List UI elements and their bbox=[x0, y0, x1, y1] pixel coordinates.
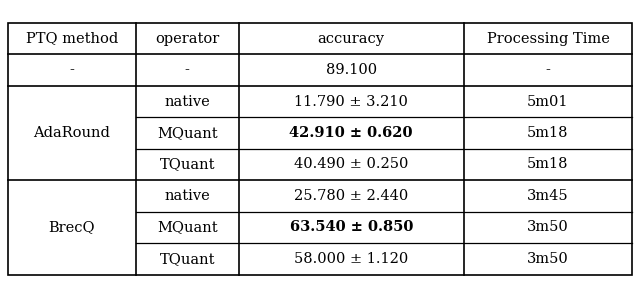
Text: BrecQ: BrecQ bbox=[49, 221, 95, 234]
Text: -: - bbox=[69, 63, 74, 77]
Text: 5m18: 5m18 bbox=[527, 126, 569, 140]
Text: native: native bbox=[164, 189, 210, 203]
Bar bbox=[8, 23, 632, 275]
Text: 40.490 ± 0.250: 40.490 ± 0.250 bbox=[294, 158, 408, 171]
Text: MQuant: MQuant bbox=[157, 221, 218, 234]
Text: MQuant: MQuant bbox=[157, 126, 218, 140]
Text: PTQ method: PTQ method bbox=[26, 32, 118, 45]
Text: 63.540 ± 0.850: 63.540 ± 0.850 bbox=[289, 221, 413, 234]
Text: 42.910 ± 0.620: 42.910 ± 0.620 bbox=[289, 126, 413, 140]
Text: 3m50: 3m50 bbox=[527, 252, 569, 266]
Text: 89.100: 89.100 bbox=[326, 63, 377, 77]
Text: operator: operator bbox=[155, 32, 220, 45]
Text: 3m45: 3m45 bbox=[527, 189, 569, 203]
Text: 58.000 ± 1.120: 58.000 ± 1.120 bbox=[294, 252, 408, 266]
Text: accuracy: accuracy bbox=[317, 32, 385, 45]
Text: AdaRound: AdaRound bbox=[33, 126, 110, 140]
Text: 5m01: 5m01 bbox=[527, 95, 569, 108]
Text: native: native bbox=[164, 95, 210, 108]
Text: -: - bbox=[185, 63, 189, 77]
Text: 25.780 ± 2.440: 25.780 ± 2.440 bbox=[294, 189, 408, 203]
Text: 3m50: 3m50 bbox=[527, 221, 569, 234]
Text: -: - bbox=[545, 63, 550, 77]
Text: TQuant: TQuant bbox=[159, 158, 215, 171]
Text: TQuant: TQuant bbox=[159, 252, 215, 266]
Text: 5m18: 5m18 bbox=[527, 158, 569, 171]
Text: Processing Time: Processing Time bbox=[486, 32, 609, 45]
Text: 11.790 ± 3.210: 11.790 ± 3.210 bbox=[294, 95, 408, 108]
